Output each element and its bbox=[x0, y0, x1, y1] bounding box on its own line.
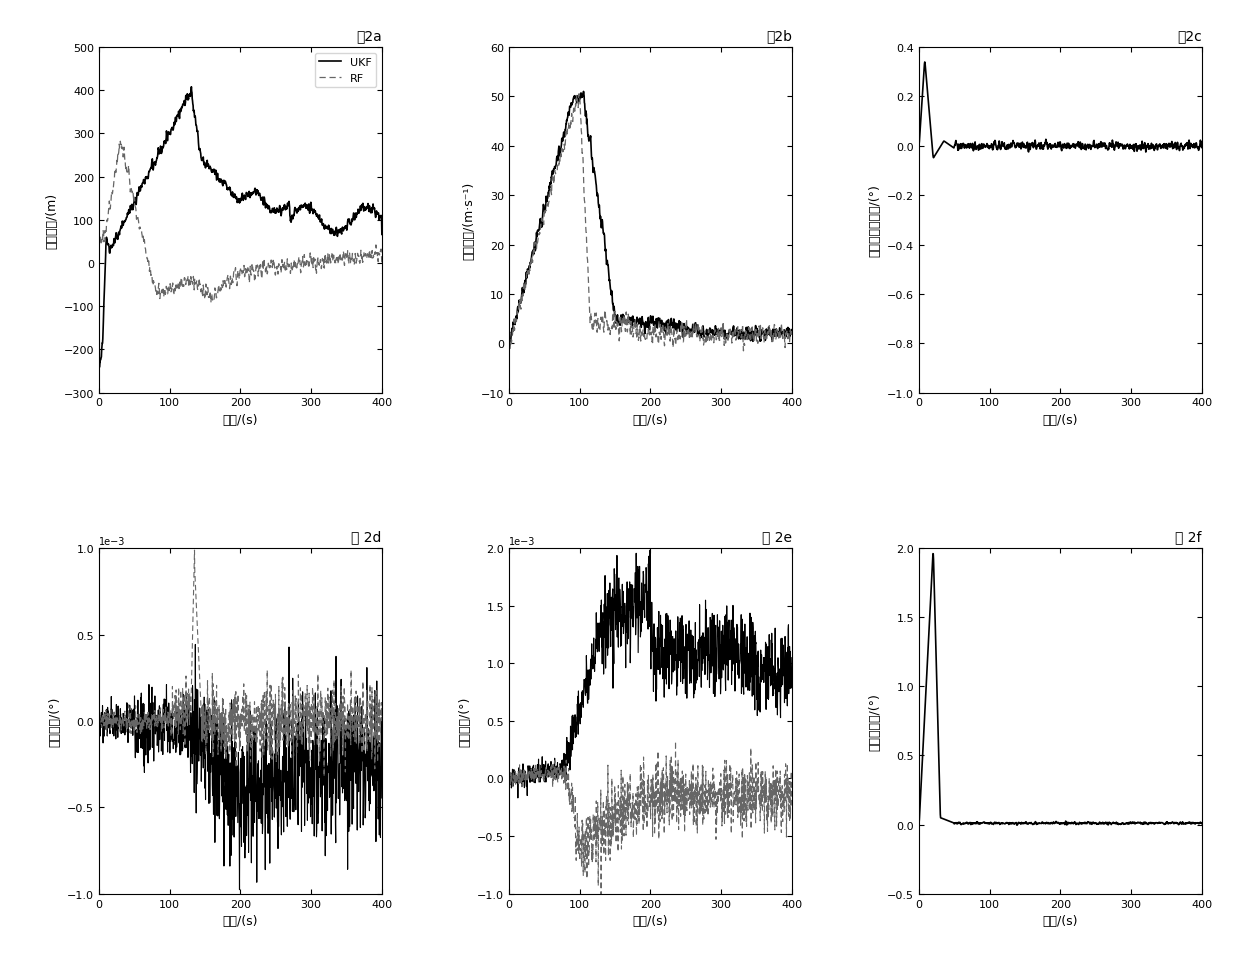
UKF bbox=[286, 209, 301, 221]
UKF bbox=[121, 209, 136, 221]
UKF bbox=[217, 179, 232, 190]
X-axis label: 时间/(s): 时间/(s) bbox=[1043, 413, 1078, 427]
UKF bbox=[312, 217, 327, 229]
Text: 图2b: 图2b bbox=[766, 29, 792, 42]
X-axis label: 时间/(s): 时间/(s) bbox=[223, 413, 258, 427]
RF bbox=[374, 259, 389, 270]
X-axis label: 时间/(s): 时间/(s) bbox=[633, 413, 668, 427]
X-axis label: 时间/(s): 时间/(s) bbox=[223, 914, 258, 927]
Y-axis label: 飞行路径角误差/(°): 飞行路径角误差/(°) bbox=[869, 185, 881, 257]
Text: 图 2e: 图 2e bbox=[762, 530, 792, 543]
RF bbox=[207, 295, 222, 307]
RF bbox=[92, 240, 107, 252]
UKF bbox=[374, 230, 389, 241]
X-axis label: 时间/(s): 时间/(s) bbox=[633, 914, 668, 927]
UKF bbox=[92, 328, 107, 339]
RF bbox=[203, 297, 218, 308]
Line: RF: RF bbox=[99, 142, 382, 303]
Text: 图2c: 图2c bbox=[1177, 29, 1202, 42]
Y-axis label: 纬度误差/(°): 纬度误差/(°) bbox=[458, 696, 472, 747]
Line: UKF: UKF bbox=[99, 87, 382, 368]
RF bbox=[121, 163, 136, 175]
UKF bbox=[207, 165, 222, 177]
RF bbox=[113, 136, 128, 148]
Legend: UKF, RF: UKF, RF bbox=[315, 54, 377, 88]
UKF bbox=[318, 220, 333, 232]
X-axis label: 时间/(s): 时间/(s) bbox=[1043, 914, 1078, 927]
RF bbox=[312, 258, 327, 269]
RF bbox=[286, 255, 301, 266]
Text: 图2a: 图2a bbox=[356, 29, 382, 42]
Y-axis label: 经度误差/(°): 经度误差/(°) bbox=[48, 696, 62, 747]
Text: 图 2d: 图 2d bbox=[352, 530, 382, 543]
Y-axis label: 速度误差/(m·s⁻¹): 速度误差/(m·s⁻¹) bbox=[462, 182, 476, 259]
RF bbox=[217, 276, 232, 287]
Text: 图 2f: 图 2f bbox=[1176, 530, 1202, 543]
Y-axis label: 航向角误差/(°): 航向角误差/(°) bbox=[869, 692, 882, 750]
RF bbox=[318, 251, 333, 262]
Y-axis label: 高度误差/(m): 高度误差/(m) bbox=[45, 192, 58, 249]
UKF bbox=[92, 362, 107, 374]
UKF bbox=[183, 82, 198, 93]
